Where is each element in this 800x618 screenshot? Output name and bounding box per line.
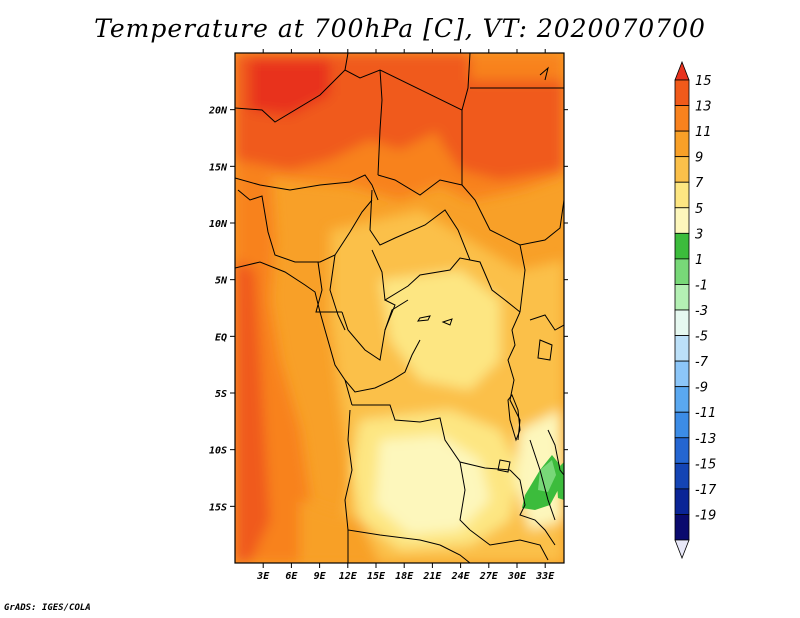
colorbar-label: -17 [695, 483, 717, 498]
grads-credit: GrADS: IGES/COLA [4, 603, 91, 613]
lat-tick-label: 10S [209, 446, 227, 457]
colorbar-swatch [674, 335, 690, 362]
colorbar-swatch [674, 437, 690, 464]
lat-tick-label: 15S [209, 502, 227, 513]
colorbar: 15 13 11 9 7 5 3 1 -1 -3 -5 -7 -9 -11 -13 -15 -17 -19 [674, 60, 717, 560]
colorbar-label: 5 [695, 202, 703, 217]
lon-tick-label: 33E [535, 571, 555, 582]
latitude-axis: 20N 15N 10N 5N EQ 5S 10S 15S [208, 106, 568, 513]
colorbar-label: -5 [695, 330, 708, 345]
colorbar-label: 9 [695, 151, 703, 166]
colorbar-swatch [674, 514, 690, 541]
lat-tick-label: 15N [209, 162, 228, 173]
lon-tick-label: 21E [422, 571, 442, 582]
colorbar-label: 11 [695, 125, 712, 140]
colorbar-swatch [674, 79, 690, 106]
colorbar-swatch [674, 181, 690, 209]
lat-tick-label: 10N [209, 219, 228, 230]
colorbar-swatch [674, 360, 690, 388]
colorbar-top-arrow [674, 60, 690, 81]
colorbar-label: 15 [695, 74, 712, 89]
lon-tick-label: 12E [339, 571, 358, 582]
colorbar-swatch [674, 411, 690, 439]
colorbar-label: -7 [695, 355, 709, 370]
colorbar-label: 1 [695, 253, 703, 268]
colorbar-swatch [674, 130, 690, 158]
colorbar-label: -9 [695, 381, 708, 396]
colorbar-swatch [674, 258, 690, 285]
lon-tick-label: 27E [479, 571, 499, 582]
colorbar-swatch [674, 156, 690, 183]
colorbar-swatch [674, 386, 690, 413]
colorbar-label: -15 [695, 457, 716, 472]
lat-tick-label: 5S [215, 389, 227, 400]
lat-tick-label: EQ [215, 332, 227, 343]
colorbar-swatch [674, 284, 690, 311]
lon-tick-label: 3E [256, 571, 270, 582]
colorbar-swatch [674, 105, 690, 132]
longitude-axis: 3E 6E 9E 12E 15E 18E 21E 24E 27E 30E 33E [256, 49, 555, 582]
colorbar-swatch [674, 207, 690, 234]
colorbar-label: 13 [695, 100, 712, 115]
colorbar-label: -1 [695, 278, 708, 293]
lat-tick-label: 5N [215, 276, 228, 287]
lon-tick-label: 9E [314, 571, 327, 582]
colorbar-label: 7 [695, 176, 704, 191]
colorbar-swatch [674, 462, 690, 490]
country-borders [235, 53, 564, 563]
colorbar-label: 3 [695, 227, 703, 242]
colorbar-label: -3 [695, 304, 708, 319]
lon-tick-label: 30E [507, 571, 527, 582]
temperature-field [235, 53, 564, 563]
colorbar-swatch [674, 232, 690, 260]
colorbar-swatch [674, 488, 690, 515]
colorbar-swatch [674, 309, 690, 336]
lon-tick-label: 15E [367, 571, 386, 582]
lat-tick-label: 20N [208, 106, 228, 117]
map-title: Temperature at 700hPa [C], VT: 202007070… [94, 14, 706, 43]
colorbar-bottom-arrow [674, 539, 690, 560]
lon-tick-label: 6E [285, 571, 298, 582]
lon-tick-label: 24E [451, 571, 471, 582]
lon-tick-label: 18E [395, 571, 414, 582]
colorbar-label: -11 [695, 406, 716, 421]
map-frame [234, 52, 565, 564]
colorbar-label: -13 [695, 432, 716, 447]
colorbar-label: -19 [695, 508, 716, 523]
